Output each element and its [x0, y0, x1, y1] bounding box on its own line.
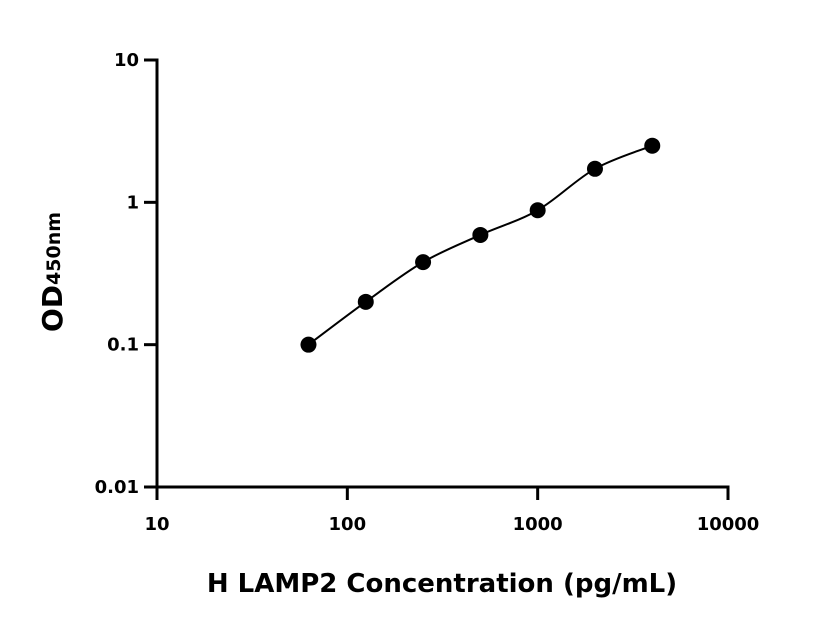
x-tick-label: 1000	[513, 514, 563, 535]
x-tick-label: 10000	[697, 514, 760, 535]
y-axis-title: OD450nm	[36, 212, 69, 332]
x-axis-title: H LAMP2 Concentration (pg/mL)	[207, 569, 677, 599]
data-point	[357, 293, 374, 310]
data-point	[529, 202, 546, 219]
y-axis-title-subscript: 450nm	[43, 212, 65, 285]
y-axis-title-main: OD	[36, 285, 69, 332]
x-tick-label: 10	[144, 514, 169, 535]
data-point	[586, 160, 603, 177]
y-tick-label: 1	[126, 192, 139, 213]
fit-curve	[307, 144, 653, 346]
data-point	[415, 254, 432, 271]
data-point	[644, 137, 661, 154]
data-point	[472, 226, 489, 243]
y-tick-label: 0.1	[107, 335, 139, 356]
x-tick-label: 100	[329, 514, 367, 535]
y-tick-label: 10	[114, 50, 139, 71]
y-tick-label: 0.01	[95, 477, 139, 498]
data-point	[300, 336, 317, 353]
